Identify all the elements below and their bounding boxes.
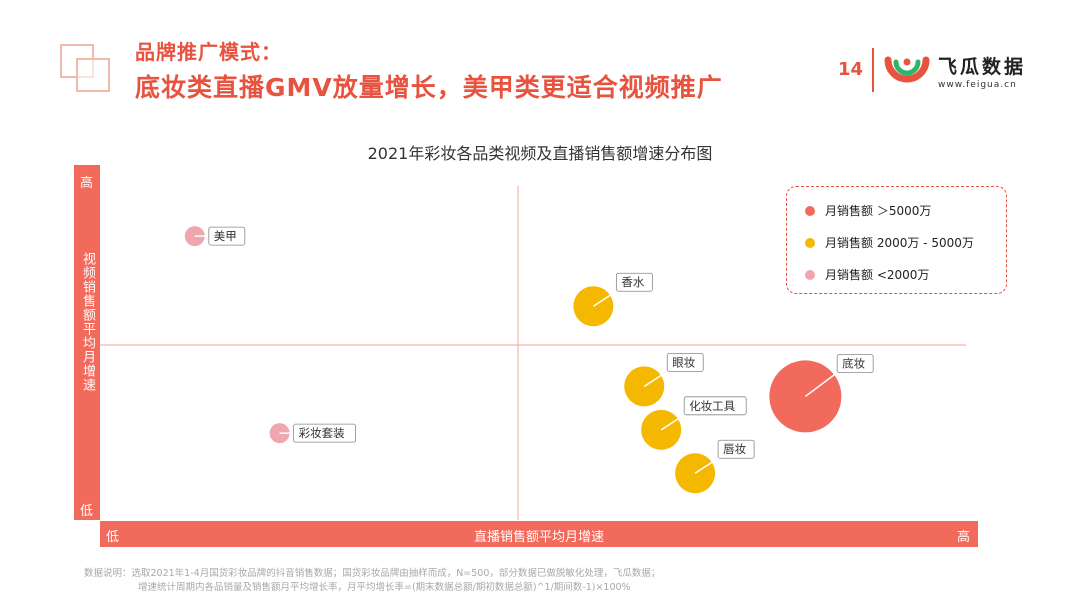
point-label-3: 眼妆 bbox=[672, 355, 695, 369]
logo-text: 飞瓜数据 bbox=[938, 56, 1027, 78]
legend-label-medium: 月销售额 2000万 - 5000万 bbox=[825, 236, 974, 250]
data-point-0: 美甲 bbox=[184, 226, 246, 247]
data-point-4: 化妆工具 bbox=[641, 396, 747, 450]
label-leader-3 bbox=[643, 370, 668, 388]
data-point-2: 香水 bbox=[573, 272, 653, 327]
header-divider bbox=[872, 48, 874, 92]
x-high-label: 高 bbox=[957, 530, 971, 545]
legend-item-small: 月销售额 <2000万 bbox=[805, 266, 929, 283]
footnote-line2: 增速统计周期内各品销量及销售额月平均增长率，月平均增长率=(期末数据总额/期初数… bbox=[138, 582, 631, 593]
y-high-label: 高 bbox=[80, 176, 94, 191]
label-leader-2 bbox=[592, 290, 617, 307]
data-point-3: 眼妆 bbox=[624, 352, 704, 407]
page-number: 14 bbox=[838, 59, 864, 80]
legend: 月销售额 ＞5000万 月销售额 2000万 - 5000万 月销售额 <200… bbox=[786, 186, 1007, 294]
label-box-0 bbox=[208, 226, 246, 246]
y-axis-label: 视频销售额平均月增速 bbox=[80, 252, 95, 392]
legend-dot-large bbox=[805, 205, 815, 216]
y-axis-band bbox=[74, 165, 100, 520]
data-point-6: 底妆 bbox=[769, 354, 874, 433]
label-box-5 bbox=[717, 439, 755, 459]
legend-item-large: 月销售额 ＞5000万 bbox=[805, 202, 931, 219]
legend-item-medium: 月销售额 2000万 - 5000万 bbox=[805, 234, 974, 251]
title-line1: 品牌推广模式： bbox=[135, 40, 282, 64]
point-label-4: 化妆工具 bbox=[689, 399, 735, 413]
legend-label-large: 月销售额 ＞5000万 bbox=[825, 204, 932, 218]
feigua-logo-icon bbox=[884, 56, 930, 83]
point-label-2: 香水 bbox=[621, 275, 644, 289]
point-label-6: 底妆 bbox=[842, 357, 865, 371]
label-box-6 bbox=[836, 354, 874, 374]
data-point-1: 彩妆套装 bbox=[269, 423, 357, 444]
legend-dot-small bbox=[805, 269, 815, 280]
decor-square-front bbox=[76, 58, 110, 92]
legend-dot-medium bbox=[805, 237, 815, 248]
logo-url: www.feigua.cn bbox=[938, 80, 1017, 90]
footnote-line1: 数据说明：选取2021年1-4月国货彩妆品牌的抖音销售数据；国货彩妆品牌由抽样而… bbox=[84, 568, 661, 579]
label-leader-5 bbox=[694, 457, 719, 474]
legend-label-small: 月销售额 <2000万 bbox=[825, 268, 930, 282]
page-title: 底妆类直播GMV放量增长，美甲类更适合视频推广 bbox=[135, 73, 723, 102]
label-leader-4 bbox=[660, 414, 685, 431]
y-low-label: 低 bbox=[80, 504, 94, 519]
x-low-label: 低 bbox=[106, 530, 120, 545]
label-box-4 bbox=[683, 396, 747, 416]
label-leader-6 bbox=[804, 372, 838, 398]
point-label-5: 唇妆 bbox=[723, 442, 746, 456]
chart-title: 2021年彩妆各品类视频及直播销售额增速分布图 bbox=[367, 144, 713, 163]
label-box-2 bbox=[615, 272, 653, 292]
label-box-1 bbox=[293, 423, 357, 443]
point-label-1: 彩妆套装 bbox=[299, 426, 345, 440]
data-point-5: 唇妆 bbox=[675, 439, 755, 494]
label-box-3 bbox=[666, 352, 704, 372]
point-label-0: 美甲 bbox=[214, 229, 237, 243]
x-axis-label: 直播销售额平均月增速 bbox=[473, 530, 604, 545]
x-axis-band bbox=[100, 521, 978, 547]
